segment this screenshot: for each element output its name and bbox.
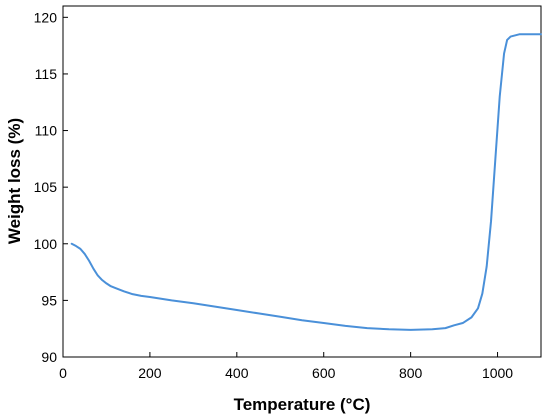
plot-area [62, 5, 542, 358]
y-tick-label: 95 [41, 292, 57, 308]
x-axis-ticks: 0 200 400 600 800 1000 [59, 352, 513, 381]
series-line-weight-loss [70, 33, 542, 331]
y-tick-label: 90 [41, 349, 57, 365]
y-axis-ticks: 90 95 100 105 110 115 120 [34, 9, 68, 365]
x-tick-label: 0 [59, 365, 67, 381]
x-tick-label: 1000 [482, 365, 513, 381]
y-tick-label: 115 [35, 66, 58, 82]
y-axis-title: Weight loss (%) [5, 118, 24, 244]
x-tick-label: 600 [312, 365, 336, 381]
x-tick-label: 800 [399, 365, 423, 381]
y-tick-label: 120 [34, 9, 58, 25]
y-tick-label: 105 [34, 179, 58, 195]
y-tick-label: 110 [35, 123, 58, 139]
x-tick-label: 400 [225, 365, 249, 381]
x-axis-title: Temperature (°C) [234, 395, 371, 414]
plot-frame [62, 5, 542, 358]
y-tick-label: 100 [34, 236, 58, 252]
x-tick-label: 200 [138, 365, 162, 381]
